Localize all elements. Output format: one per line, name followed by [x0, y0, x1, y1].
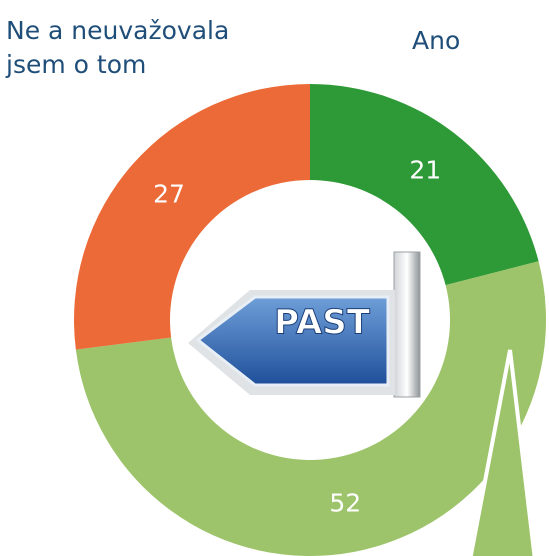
slice: [74, 84, 310, 350]
signpost: PAST: [188, 251, 421, 398]
sign-text: PAST: [274, 303, 371, 343]
category-label: Ne a neuvažovala jsem o tom: [6, 16, 230, 79]
value-label: 21: [409, 155, 441, 184]
value-label: 52: [329, 489, 361, 518]
value-label: 27: [153, 180, 185, 209]
slice: [310, 84, 539, 286]
callout: [468, 349, 537, 556]
category-label: Ano: [412, 26, 461, 55]
slice: [75, 261, 546, 556]
